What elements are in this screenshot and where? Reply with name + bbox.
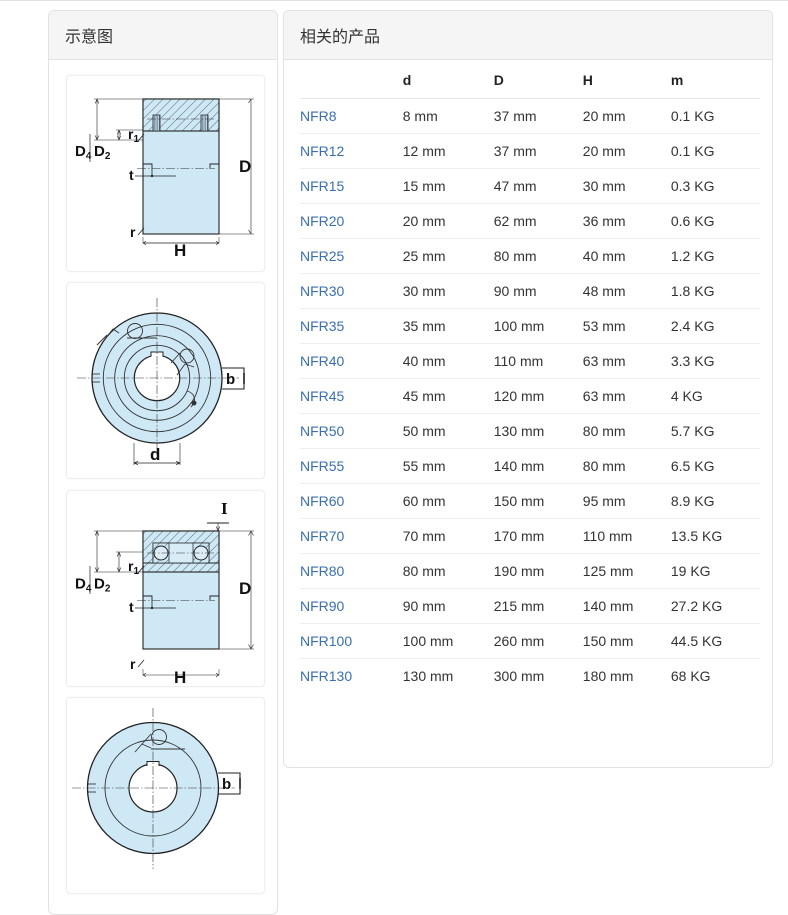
- svg-text:H: H: [174, 668, 186, 684]
- svg-text:t: t: [129, 599, 134, 615]
- svg-text:D2: D2: [94, 143, 111, 162]
- svg-text:r: r: [130, 224, 136, 240]
- svg-text:b: b: [226, 371, 235, 388]
- svg-text:r1: r1: [128, 558, 139, 577]
- svg-text:D: D: [239, 157, 251, 176]
- svg-text:H: H: [174, 241, 186, 260]
- svg-text:D4: D4: [75, 143, 92, 162]
- svg-text:D: D: [239, 579, 251, 598]
- svg-text:I: I: [221, 499, 228, 518]
- svg-text:D4: D4: [75, 575, 92, 594]
- svg-text:d: d: [150, 445, 160, 464]
- svg-text:t: t: [129, 167, 134, 183]
- svg-text:b: b: [222, 776, 231, 793]
- svg-text:r: r: [130, 656, 136, 672]
- svg-text:D2: D2: [94, 575, 111, 594]
- svg-text:r1: r1: [128, 126, 139, 145]
